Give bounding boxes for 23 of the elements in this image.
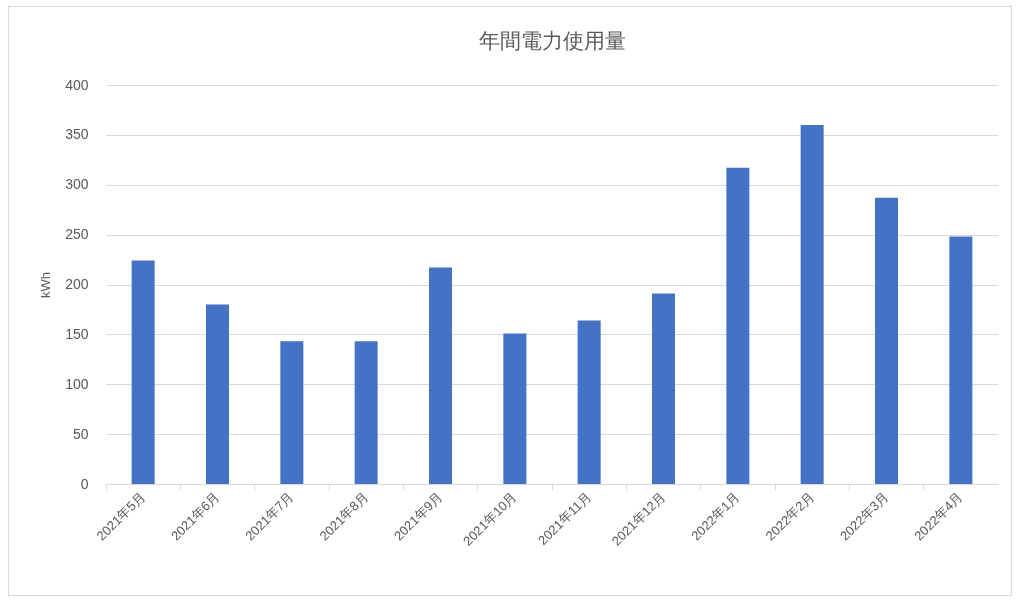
y-tick-label: 250	[65, 226, 89, 243]
y-axis-title: kWh	[38, 272, 54, 298]
bar	[652, 293, 675, 484]
chart-title: 年間電力使用量	[478, 29, 626, 52]
y-tick-label: 300	[65, 176, 89, 193]
y-tick-label: 200	[65, 276, 89, 292]
y-tick-label: 100	[65, 375, 89, 392]
bar	[726, 167, 750, 484]
y-tick-label: 400	[65, 76, 89, 93]
bar	[206, 304, 229, 484]
y-tick-label: 0	[80, 475, 89, 492]
bar	[949, 236, 973, 484]
bar	[503, 333, 527, 484]
bar	[354, 341, 378, 484]
bar	[131, 260, 155, 484]
bar	[800, 124, 824, 484]
y-tick-label: 350	[65, 126, 89, 143]
bar	[577, 320, 601, 484]
bar	[280, 341, 304, 484]
y-tick-label: 150	[65, 325, 89, 342]
bar	[875, 197, 898, 484]
y-tick-label: 50	[72, 425, 89, 442]
bar	[429, 267, 452, 484]
